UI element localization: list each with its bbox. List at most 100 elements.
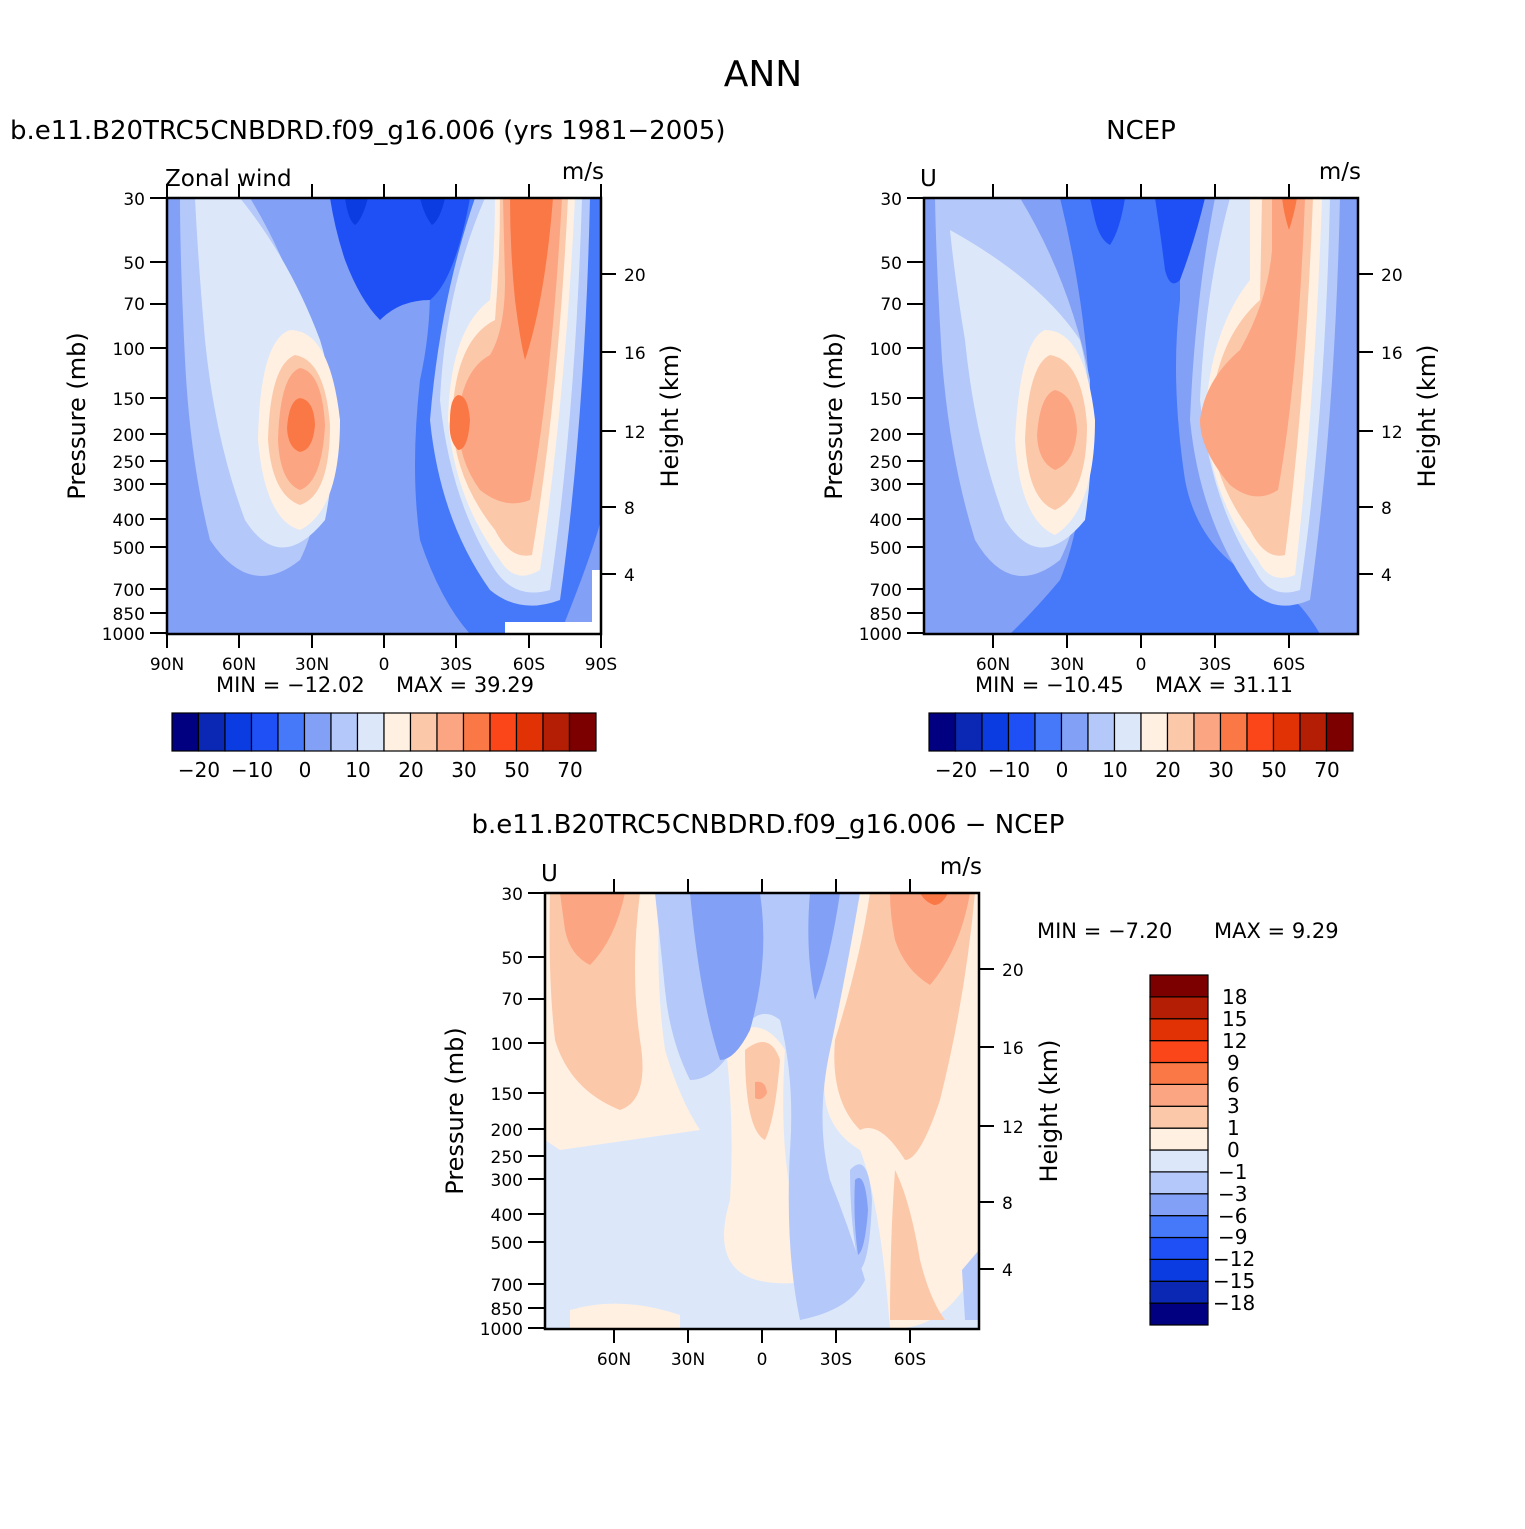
y-tick-label: 70 — [123, 295, 145, 315]
colorbar-label: 70 — [557, 758, 582, 782]
y-right-tick-label: 16 — [624, 344, 646, 364]
y-tick-label: 500 — [870, 539, 902, 559]
contour-fill — [505, 622, 601, 634]
y-tick-label: 400 — [870, 511, 902, 531]
colorbar-swatch — [303, 712, 332, 752]
y-tick-label: 300 — [870, 476, 902, 496]
y-right-axis-label: Height (km) — [1035, 1040, 1063, 1183]
y-tick-label: 30 — [501, 885, 523, 905]
colorbar-swatch — [1149, 1236, 1209, 1260]
y-right-tick-label: 4 — [1381, 566, 1392, 586]
colorbar-label: 20 — [398, 758, 423, 782]
y-tick-label: 1000 — [480, 1320, 523, 1340]
y-right-tick-marks — [979, 968, 994, 1270]
colorbar-ncep — [928, 712, 1354, 752]
panel-diff: b.e11.B20TRC5CNBDRD.f09_g16.006 − NCEP U… — [441, 810, 1339, 1370]
colorbar-label: 50 — [504, 758, 529, 782]
max-label: MAX = 39.29 — [396, 673, 534, 697]
contour-fill — [1090, 198, 1205, 284]
x-tick-label: 30N — [671, 1350, 705, 1370]
y-tick-label: 400 — [491, 1206, 523, 1226]
y-right-tick-label: 16 — [1381, 344, 1403, 364]
colorbar-label: 3 — [1227, 1094, 1240, 1118]
colorbar-swatch — [1149, 1149, 1209, 1173]
x-tick-label: 60S — [894, 1350, 926, 1370]
colorbar-swatch — [1140, 712, 1169, 752]
max-label: MAX = 9.29 — [1214, 919, 1339, 943]
y-tick-label: 250 — [113, 453, 145, 473]
y-right-tick-label: 16 — [1002, 1039, 1024, 1059]
colorbar-swatch — [356, 712, 385, 752]
min-label: MIN = −12.02 — [216, 673, 365, 697]
colorbar-label: 50 — [1261, 758, 1286, 782]
y-tick-label: 1000 — [859, 625, 902, 645]
y-tick-label: 250 — [870, 453, 902, 473]
y-tick-label: 150 — [870, 390, 902, 410]
y-right-axis-label: Height (km) — [656, 345, 684, 488]
colorbar-swatch — [1166, 712, 1195, 752]
y-tick-label: 400 — [113, 511, 145, 531]
contour-fill — [345, 198, 445, 225]
colorbar-swatch — [1272, 712, 1301, 752]
colorbar-swatch — [224, 712, 253, 752]
colorbar-swatch — [515, 712, 544, 752]
colorbar-label: 10 — [1102, 758, 1127, 782]
colorbar-label: −10 — [231, 758, 273, 782]
x-tick-label: 0 — [379, 655, 390, 675]
y-right-tick-label: 8 — [1002, 1194, 1013, 1214]
colorbar-label: −9 — [1218, 1225, 1247, 1249]
max-label: MAX = 31.11 — [1155, 673, 1293, 697]
colorbar-ncep-labels: −20 −10 0 10 20 30 50 70 — [935, 758, 1340, 782]
panel-diff-yticks: 30 50 70 100 150 200 250 300 400 500 700… — [480, 885, 545, 1340]
colorbar-label: 30 — [1208, 758, 1233, 782]
colorbar-label: 1 — [1227, 1116, 1240, 1140]
colorbar-label: 0 — [299, 758, 312, 782]
y-right-tick-label: 12 — [1381, 423, 1403, 443]
colorbar-label: 20 — [1155, 758, 1180, 782]
colorbar-swatch — [383, 712, 412, 752]
y-tick-label: 850 — [870, 605, 902, 625]
colorbar-swatch — [1149, 1018, 1209, 1042]
contour-fill — [330, 198, 470, 320]
panel-model-title: b.e11.B20TRC5CNBDRD.f09_g16.006 (yrs 198… — [10, 116, 725, 146]
panel-ncep-right-axis: 20 16 12 8 4 — [1358, 266, 1403, 586]
contour-fill — [920, 893, 948, 905]
colorbar-swatch — [1149, 974, 1209, 998]
y-right-tick-marks — [1358, 273, 1373, 575]
y-right-tick-label: 8 — [624, 499, 635, 519]
panel-diff-contours — [545, 893, 979, 1329]
y-tick-label: 700 — [870, 581, 902, 601]
colorbar-swatch — [1149, 1105, 1209, 1129]
y-right-tick-label: 12 — [624, 423, 646, 443]
y-axis-label: Pressure (mb) — [63, 332, 91, 499]
colorbar-model-labels: −20 −10 0 10 20 30 50 70 — [178, 758, 583, 782]
colorbar-label: −10 — [988, 758, 1030, 782]
panel-model-right-axis: 20 16 12 8 4 — [601, 266, 646, 586]
y-right-tick-label: 20 — [1002, 961, 1024, 981]
colorbar-swatch — [1149, 996, 1209, 1020]
colorbar-swatch — [1149, 1302, 1209, 1326]
colorbar-swatch — [1034, 712, 1063, 752]
colorbar-swatch — [1246, 712, 1275, 752]
panel-model-left-label: Zonal wind — [165, 166, 292, 192]
colorbar-swatch — [1087, 712, 1116, 752]
colorbar-swatch — [436, 712, 465, 752]
y-tick-label: 700 — [491, 1276, 523, 1296]
y-right-tick-label: 20 — [1381, 266, 1403, 286]
y-right-tick-label: 8 — [1381, 499, 1392, 519]
panel-ncep-contours — [924, 198, 1358, 634]
y-axis-label: Pressure (mb) — [441, 1027, 469, 1194]
y-tick-label: 300 — [491, 1171, 523, 1191]
colorbar-swatch — [1060, 712, 1089, 752]
min-label: MIN = −7.20 — [1037, 919, 1172, 943]
colorbar-label: −15 — [1213, 1269, 1255, 1293]
y-tick-label: 50 — [880, 254, 902, 274]
colorbar-swatch — [277, 712, 306, 752]
colorbar-swatch — [250, 712, 279, 752]
colorbar-swatch — [568, 712, 597, 752]
colorbar-label: −6 — [1218, 1204, 1247, 1228]
colorbar-label: 18 — [1222, 985, 1247, 1009]
x-tick-label: 30S — [440, 655, 472, 675]
colorbar-swatch — [1149, 1040, 1209, 1064]
x-tick-label: 0 — [757, 1350, 768, 1370]
